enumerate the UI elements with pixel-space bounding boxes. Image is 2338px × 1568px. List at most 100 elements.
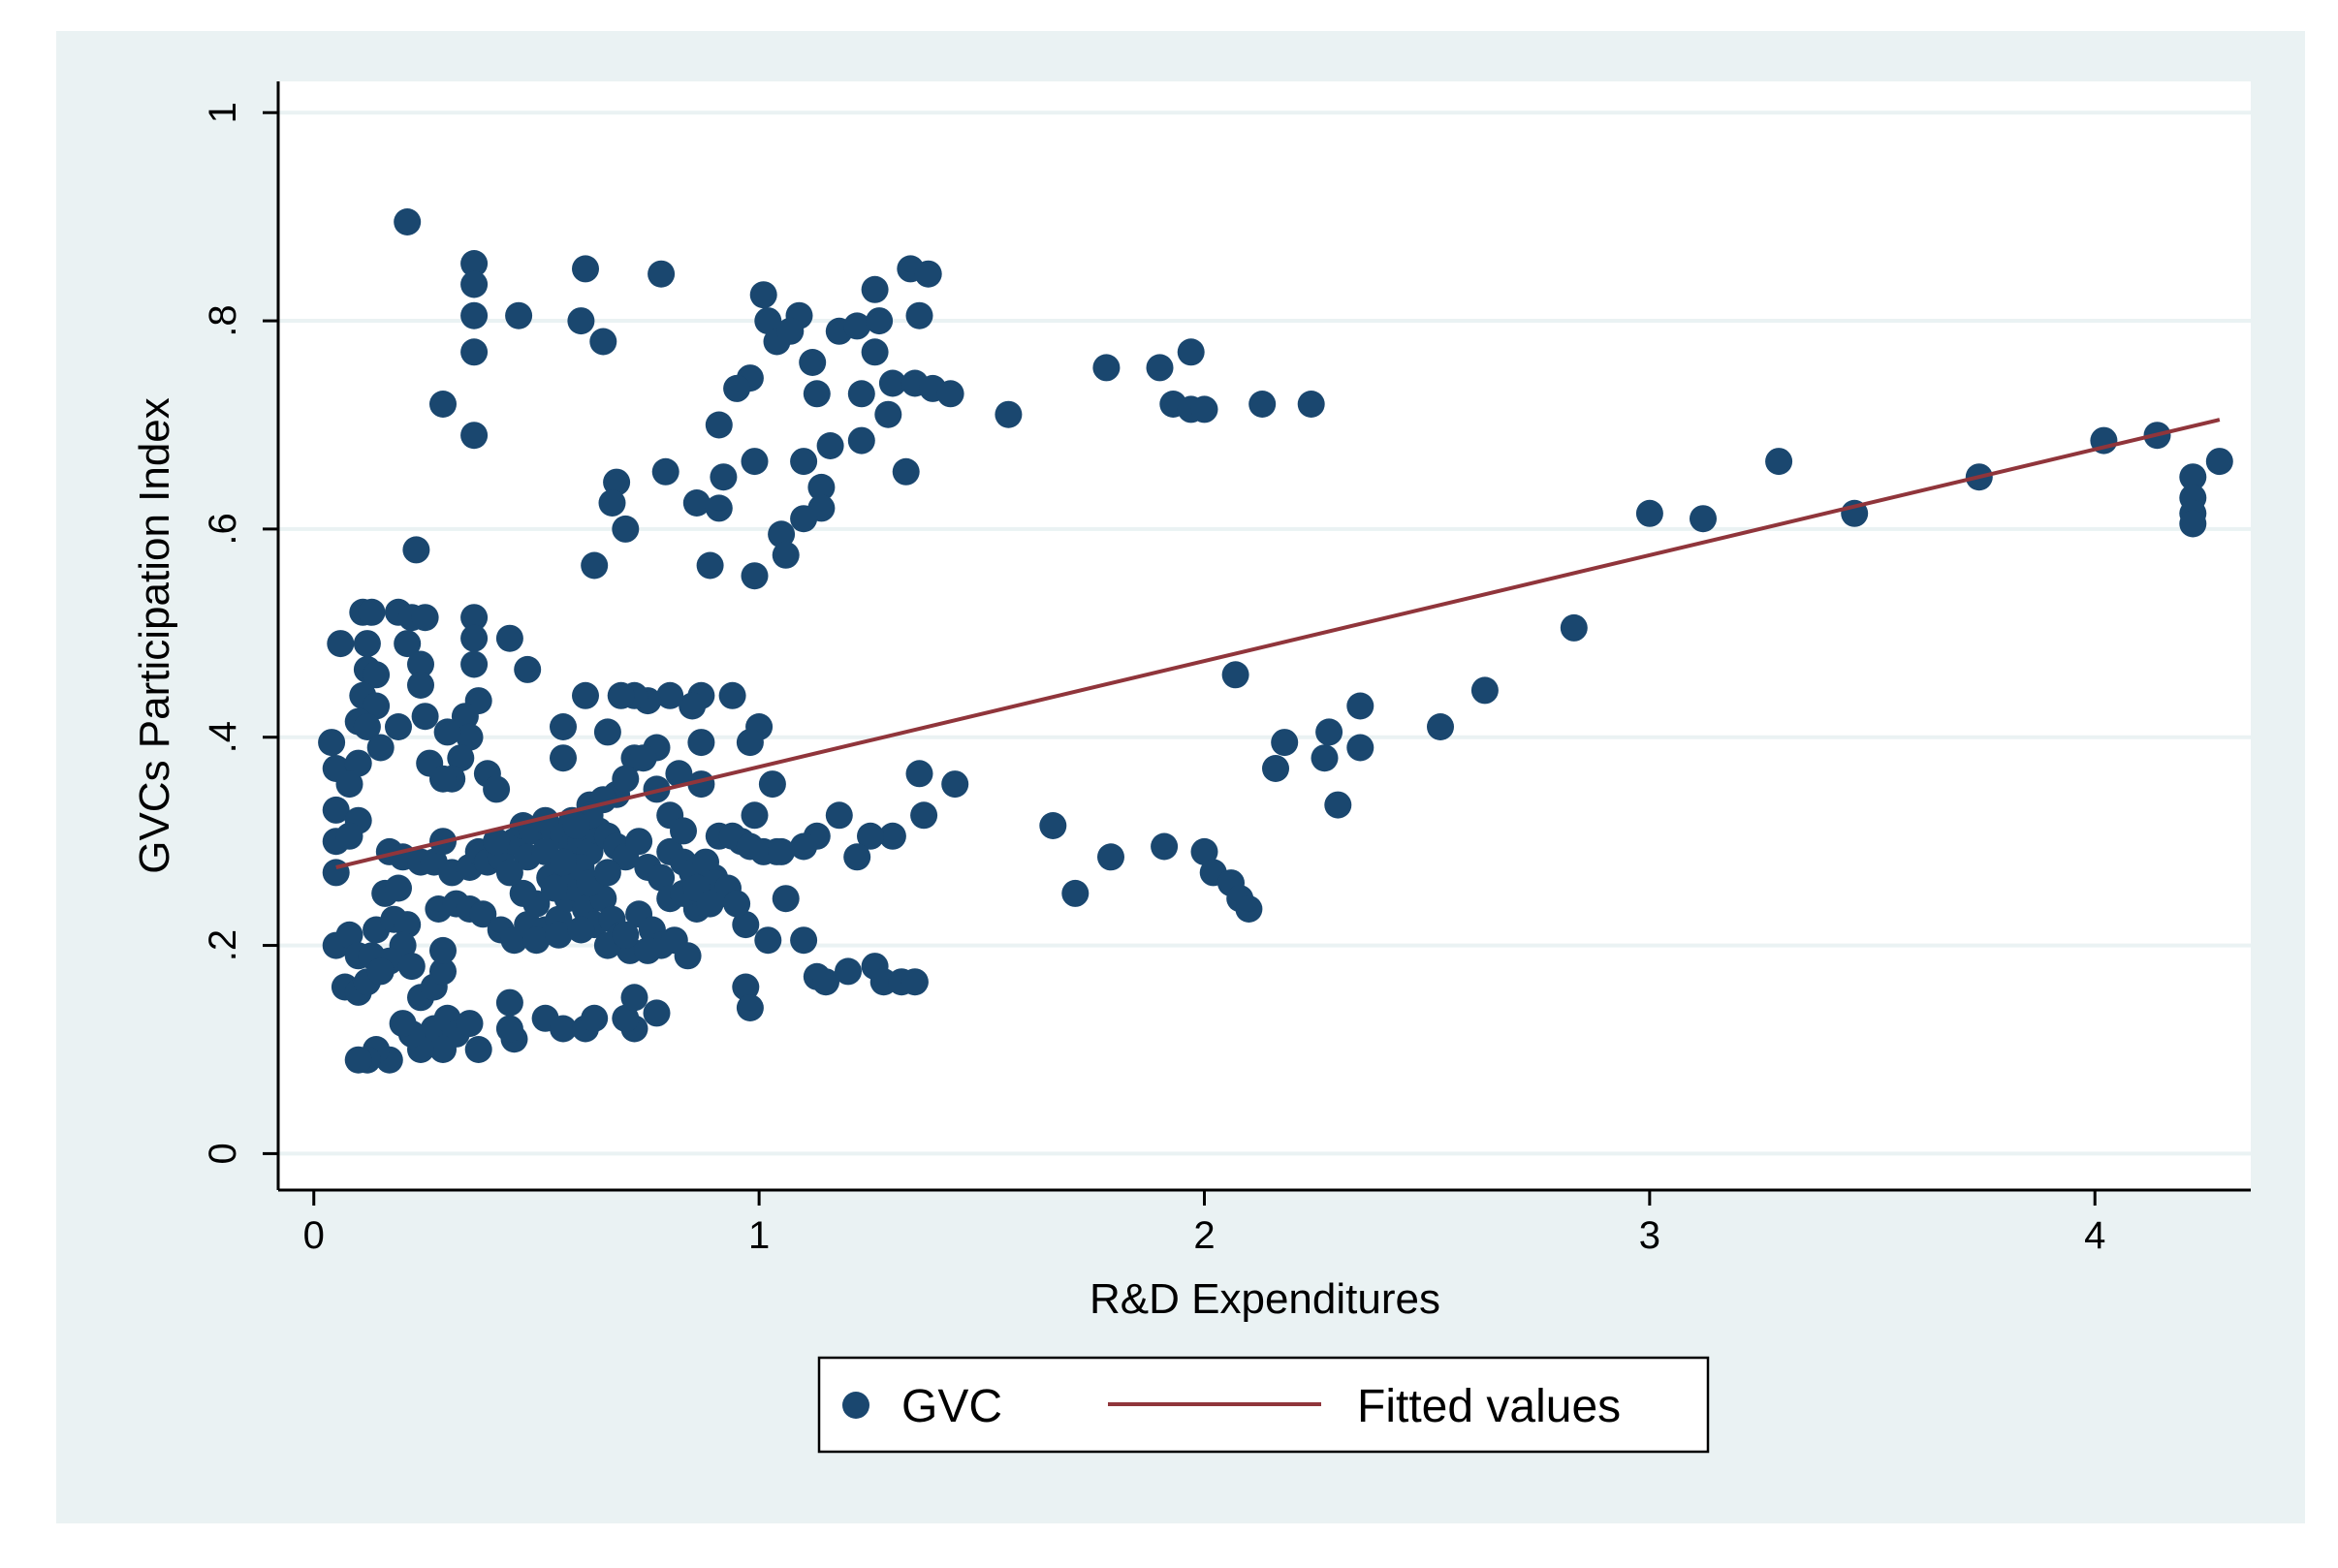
gvc-point (550, 713, 577, 740)
gvc-point (1324, 791, 1352, 819)
gvc-point (1097, 843, 1124, 871)
gvc-point (741, 448, 769, 476)
gvc-point (1190, 395, 1218, 423)
gvc-point (799, 349, 827, 376)
gvc-point (581, 551, 609, 580)
gvc-point (874, 400, 902, 428)
axes (276, 81, 2251, 1192)
gvc-point (843, 843, 871, 871)
gvc-point (327, 630, 355, 658)
gvc-point (429, 391, 457, 418)
gvc-point (603, 468, 631, 496)
gvc-point (625, 828, 653, 856)
gvc-point (322, 859, 350, 887)
gvc-point (776, 317, 805, 345)
gvc-point (651, 457, 679, 486)
gvc-point (861, 275, 889, 303)
gvc-point (665, 760, 693, 788)
gvc-point (768, 837, 796, 865)
gvc-point (366, 734, 395, 762)
gvc-point (995, 400, 1023, 428)
gvc-point (656, 681, 684, 709)
gvc-point (567, 307, 595, 335)
gvc-point (741, 562, 769, 590)
gvc-point (857, 822, 884, 850)
gvc-point (456, 723, 484, 751)
gvc-point (344, 749, 372, 777)
gvc-point (1765, 448, 1793, 476)
y-tick-label-3: .6 (202, 513, 244, 545)
gvc-point (2179, 463, 2207, 491)
gvc-point (670, 817, 697, 845)
gvc-point (682, 489, 711, 517)
gvc-point (1061, 879, 1090, 907)
gvc-point (696, 890, 724, 918)
gvc-point (363, 692, 391, 720)
gvc-point (825, 801, 853, 830)
gvc-point (411, 703, 439, 731)
gvc-point (772, 541, 800, 569)
gvc-point (394, 208, 422, 235)
gvc-point (572, 255, 599, 283)
gvc-point (460, 422, 489, 450)
gvc-point (460, 650, 489, 678)
x-tick-label-2: 2 (1193, 1214, 1215, 1257)
gvc-point (429, 765, 457, 793)
gvc-point (1248, 391, 1277, 418)
gvc-point (2205, 448, 2233, 476)
gvc-point (1560, 613, 1588, 642)
gvc-point (1092, 354, 1121, 382)
gvc-point (505, 301, 533, 329)
gvc-point (407, 672, 434, 699)
gvc-point (1235, 895, 1263, 923)
gvc-point (843, 312, 871, 340)
gvc-point (643, 999, 671, 1027)
gvc-point (910, 801, 938, 830)
fitted-values-line (335, 418, 2221, 869)
gvc-point (598, 489, 626, 517)
gvc-point (705, 411, 733, 439)
gvc-point (464, 1036, 492, 1063)
gvc-point (593, 859, 621, 887)
fitted-line-layer (335, 418, 2221, 869)
gvc-point (353, 713, 381, 740)
gvc-point (905, 301, 933, 329)
gvc-point (1470, 676, 1499, 705)
gvc-point (411, 604, 439, 632)
gvc-point (407, 650, 434, 678)
gvc-point (692, 848, 719, 876)
gvc-point (900, 968, 929, 996)
gvc-point (749, 281, 777, 309)
gvc-point (816, 432, 844, 459)
x-axis-ticks: 0 1 2 3 4 (303, 1190, 2105, 1257)
gvc-point (1346, 734, 1374, 762)
gvc-point (509, 879, 537, 907)
gvc-point (483, 775, 511, 803)
gvc-point (460, 338, 489, 366)
gvc-point (705, 494, 733, 522)
gvc-point (495, 624, 523, 652)
gvc-point (634, 936, 662, 964)
x-tick-label-1: 1 (748, 1214, 770, 1257)
plot-area (278, 81, 2251, 1190)
gvc-point (550, 744, 577, 772)
gvc-point (878, 822, 906, 850)
gvc-point (772, 885, 800, 913)
gvc-point (1311, 744, 1339, 772)
gvc-point (905, 760, 933, 788)
gvc-point (389, 1010, 417, 1038)
gvc-point (495, 988, 523, 1017)
gvc-point (612, 921, 640, 949)
gvc-point (460, 301, 489, 329)
x-tick-label-4: 4 (2084, 1214, 2105, 1257)
gvc-point (768, 520, 796, 549)
gvc-point (353, 630, 381, 658)
gvc-point (607, 681, 635, 709)
gvc-points (318, 208, 2233, 1074)
gvc-point (460, 624, 489, 652)
gvc-point (550, 1015, 577, 1043)
gvc-point (1315, 718, 1343, 746)
gvc-point (358, 598, 386, 626)
gvc-point (1151, 832, 1179, 861)
